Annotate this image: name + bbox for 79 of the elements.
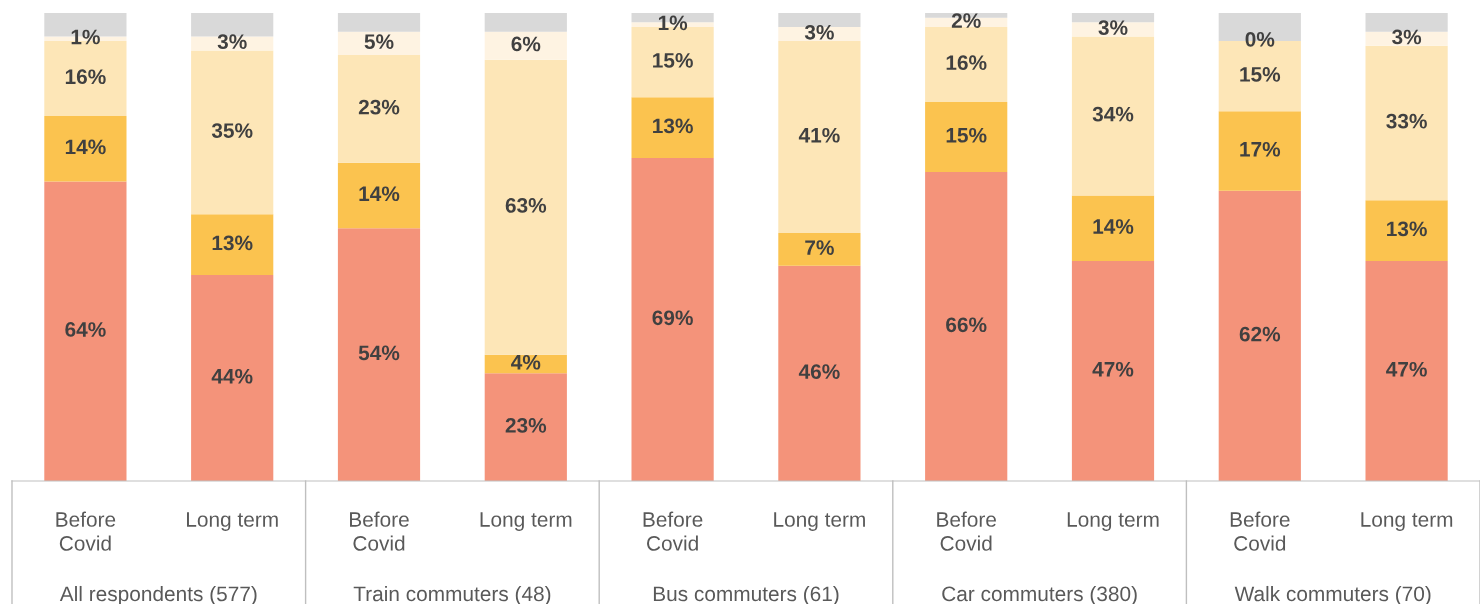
bar	[925, 101, 1008, 173]
bar	[337, 13, 421, 32]
data-label: 0%	[1245, 31, 1275, 47]
bar	[1218, 111, 1301, 191]
data-label: 14%	[1093, 219, 1134, 234]
bar	[925, 27, 1008, 102]
x-tick-label: Long term	[774, 512, 865, 531]
x-tick-label: Before Covid	[350, 511, 409, 551]
x-tick-label: Long term	[1361, 512, 1453, 531]
data-label: 17%	[1240, 141, 1281, 157]
data-label: 5%	[364, 34, 394, 50]
bar	[484, 373, 567, 481]
bar	[191, 214, 274, 276]
bar	[1365, 261, 1448, 481]
bar	[631, 97, 714, 159]
bar	[925, 172, 1008, 481]
data-label: 13%	[1387, 221, 1427, 237]
bar	[631, 158, 714, 481]
data-label: 69%	[652, 310, 693, 326]
data-label: 6%	[511, 36, 541, 52]
data-label: 44%	[211, 368, 253, 384]
bar	[778, 232, 861, 266]
data-label: 1%	[658, 15, 688, 31]
data-label: 3%	[1098, 20, 1128, 35]
bar	[191, 275, 274, 481]
data-label: 3%	[217, 34, 247, 50]
bar	[484, 31, 567, 60]
bar	[1071, 36, 1155, 196]
data-label: 54%	[358, 345, 400, 361]
bar	[484, 59, 567, 355]
data-label: 3%	[804, 24, 834, 40]
data-label: 7%	[805, 240, 834, 255]
data-label: 47%	[1092, 361, 1134, 377]
x-tick-label: Long term	[480, 512, 572, 531]
bar	[337, 228, 421, 481]
data-label: 34%	[1092, 106, 1134, 122]
bar	[1071, 195, 1155, 262]
data-label: 14%	[65, 139, 106, 155]
data-label: 3%	[1392, 29, 1422, 45]
data-label: 15%	[653, 53, 693, 68]
bar	[1218, 190, 1301, 481]
data-label: 13%	[212, 235, 253, 251]
data-label: 35%	[211, 123, 253, 138]
bar	[337, 55, 421, 163]
bar	[191, 50, 274, 215]
data-label: 13%	[653, 118, 693, 134]
data-label: 15%	[946, 127, 987, 143]
bar	[1365, 45, 1448, 201]
data-label: 16%	[65, 69, 106, 85]
bar	[778, 41, 861, 233]
bar	[1071, 261, 1155, 481]
data-label: 62%	[1239, 326, 1281, 342]
x-tick-label: Long term	[1067, 512, 1159, 531]
data-label: 15%	[1240, 67, 1281, 82]
bar	[337, 162, 421, 229]
x-tick-label: Before Covid	[1230, 511, 1290, 551]
data-label: 66%	[946, 317, 987, 333]
x-tick-label: Before Covid	[937, 511, 996, 551]
bar	[778, 265, 861, 481]
bar	[1365, 200, 1448, 262]
data-label: 1%	[71, 29, 100, 45]
data-label: 47%	[1386, 361, 1427, 377]
data-label: 33%	[1386, 113, 1427, 129]
bar	[484, 13, 567, 32]
bar	[44, 115, 127, 182]
data-label: 16%	[946, 55, 987, 71]
x-tick-label: Before Covid	[56, 511, 116, 551]
data-label: 14%	[359, 186, 400, 202]
data-label: 64%	[65, 322, 106, 337]
x-tick-label: Long term	[187, 512, 278, 531]
data-label: 46%	[798, 364, 840, 379]
data-label: 23%	[358, 99, 400, 115]
data-label: 63%	[505, 198, 547, 213]
bar	[44, 181, 127, 481]
data-label: 2%	[951, 13, 981, 28]
data-label: 4%	[511, 354, 541, 370]
x-tick-label: Before Covid	[643, 511, 703, 551]
data-label: 23%	[505, 418, 547, 433]
data-label: 41%	[798, 127, 840, 143]
